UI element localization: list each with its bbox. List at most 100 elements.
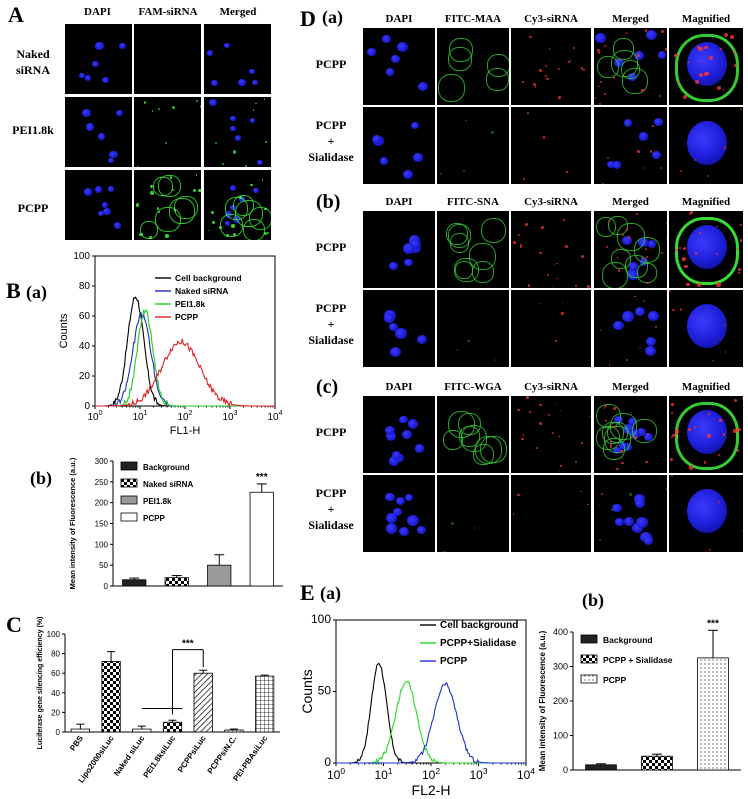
x-tick-label-0: 100: [87, 410, 102, 423]
x-tick-label-0: 100: [327, 766, 345, 782]
legend-entry-3: PCPP: [175, 312, 198, 322]
panel-d-header-2-4: Merged: [612, 196, 649, 208]
panel-d-micrograph-2-1-2: [437, 211, 509, 288]
panel-a-micrograph-r2-c1: [65, 97, 132, 167]
y-tick-label-5: 100: [47, 630, 61, 639]
x-axis-label: FL2-H: [412, 782, 451, 798]
panel-d-header-1-3: Cy3-siRNA: [524, 13, 578, 25]
x-tick-label-5: PCPPsiN.C.: [206, 734, 239, 776]
series-line-1: [95, 311, 275, 407]
x-tick-label-2: Naked siLuc: [112, 734, 147, 778]
legend-entry-2: PEI1.8k: [175, 299, 206, 309]
panel-d-micrograph-3-1-1: [363, 396, 435, 473]
bar-4: [193, 672, 213, 733]
bar-3: [162, 721, 183, 733]
panel-d-header-2-2: FITC-SNA: [447, 196, 499, 208]
y-tick-label-4: 400: [553, 627, 568, 637]
bar-0: [70, 728, 90, 733]
chart-e-a: 0 50 100 100 101 102 103 104 FL2-H Counts Cell bac…: [300, 612, 535, 798]
x-tick-label-1: 101: [132, 410, 147, 423]
y-tick-label-3: 60: [51, 669, 60, 678]
bar-2: [207, 564, 232, 587]
y-tick-label-3: 300: [553, 662, 568, 672]
panel-d-row-label-3-1: PCPP: [315, 425, 347, 439]
series-line-1: [336, 680, 526, 765]
panel-d-micrograph-1-1-4: [594, 28, 667, 105]
y-axis-label: Mean intensity of Fluorescence (a.u.): [68, 457, 77, 589]
x-tick-label-4: 104: [517, 766, 535, 782]
y-axis-label: Counts: [58, 313, 70, 348]
panel-d-micrograph-2-1-5: [669, 211, 743, 288]
legend-swatch-3: [120, 512, 138, 522]
panel-e-sub-b: (b): [582, 590, 604, 610]
panel-d-micrograph-2-1-3: [511, 211, 591, 288]
y-axis-label: Counts: [300, 669, 315, 713]
y-tick-label-4: 80: [79, 281, 91, 292]
x-tick-label-2: 102: [177, 410, 192, 423]
panel-d-micrograph-3-2-1: [363, 475, 435, 552]
x-tick-label-3: 103: [222, 410, 237, 423]
panel-d-sub-1: (a): [322, 7, 343, 27]
y-tick-label-1: 100: [553, 731, 568, 741]
panel-d-micrograph-3-1-4: [594, 396, 667, 473]
panel-d-header-3-4: Merged: [612, 381, 649, 393]
significance-2: ***: [707, 618, 719, 629]
y-tick-label-1: 50: [318, 684, 332, 698]
y-tick-label-3: 150: [95, 520, 109, 529]
chart-b-b: 0 50 100 150 200 250 300 Mean intensity of Fluo…: [68, 457, 283, 591]
panel-d-micrograph-3-1-5: [669, 396, 743, 473]
significance-3: ***: [256, 472, 268, 483]
panel-d-micrograph-2-2-3: [511, 290, 591, 367]
legend-swatch-2: [120, 495, 138, 505]
panel-a-micrograph-r1-c2: [134, 24, 201, 94]
legend-swatch-1: [580, 654, 598, 664]
panel-b-letter: B: [6, 278, 21, 303]
x-tick-label-3: 103: [469, 766, 487, 782]
panel-a-header-1: DAPI: [84, 6, 111, 18]
panel-d-micrograph-1-1-3: [511, 28, 591, 105]
panel-d-header-1-5: Magnified: [681, 13, 731, 25]
panel-d-micrograph-1-2-2: [437, 107, 509, 184]
y-tick-label-0: 0: [104, 582, 109, 591]
legend-entry-0: Background: [603, 635, 653, 645]
panel-d-micrograph-2-2-5: [669, 290, 743, 367]
panel-a-row-label-3: PCPP: [17, 201, 49, 215]
y-tick-label-3: 60: [79, 311, 91, 322]
x-tick-label-4: PCPPsiLuc: [176, 734, 208, 775]
panel-d-micrograph-1-2-1: [363, 107, 435, 184]
series-line-0: [336, 662, 526, 764]
legend-swatch-2: [580, 674, 598, 684]
y-tick-label-0: 0: [324, 755, 331, 769]
panel-d-sub-2: (b): [316, 191, 341, 213]
x-tick-label-0: PBS: [68, 733, 85, 752]
x-tick-label-1: 101: [374, 766, 392, 782]
x-tick-label-4: 104: [267, 410, 282, 423]
panel-d-micrograph-1-2-5: [669, 107, 743, 184]
panel-a-header-2: FAM-siRNA: [138, 6, 198, 18]
panel-a-micrograph-r2-c3: [204, 97, 271, 167]
y-axis-label: Mean intensity of Fluorescence (a.u.): [538, 630, 547, 771]
legend-entry-0: Cell background: [440, 620, 518, 631]
x-tick-label-3: PEI1.8ksiLuc: [141, 734, 177, 780]
bar-0: [585, 764, 617, 771]
panel-d-micrograph-1-1-1: [363, 28, 435, 105]
panel-d-micrograph-2-1-4: [594, 211, 667, 288]
legend-swatch-0: [120, 461, 138, 471]
legend-entry-2: PEI1.8k: [143, 497, 172, 506]
significance-label: ***: [182, 639, 194, 650]
panel-d-header-3-5: Magnified: [681, 381, 731, 393]
panel-d-micrograph-1-2-4: [594, 107, 667, 184]
panel-d-header-2-5: Magnified: [681, 196, 731, 208]
panel-d-micrograph-3-2-5: [669, 475, 743, 552]
panel-a-letter: A: [8, 2, 24, 27]
panel-d-micrograph-3-1-3: [511, 396, 591, 473]
panel-d-micrograph-3-2-2: [437, 475, 509, 552]
panel-d-micrograph-1-1-2: [437, 28, 509, 105]
panel-a-micrograph-r2-c2: [134, 97, 201, 167]
panel-d-micrograph-3-2-4: [594, 475, 667, 552]
bar-3: [249, 491, 274, 587]
panel-d-row-label-1-1: PCPP: [315, 57, 347, 71]
bar-1: [101, 661, 121, 733]
bar-1: [641, 755, 673, 771]
legend-entry-1: Naked siRNA: [175, 286, 228, 296]
